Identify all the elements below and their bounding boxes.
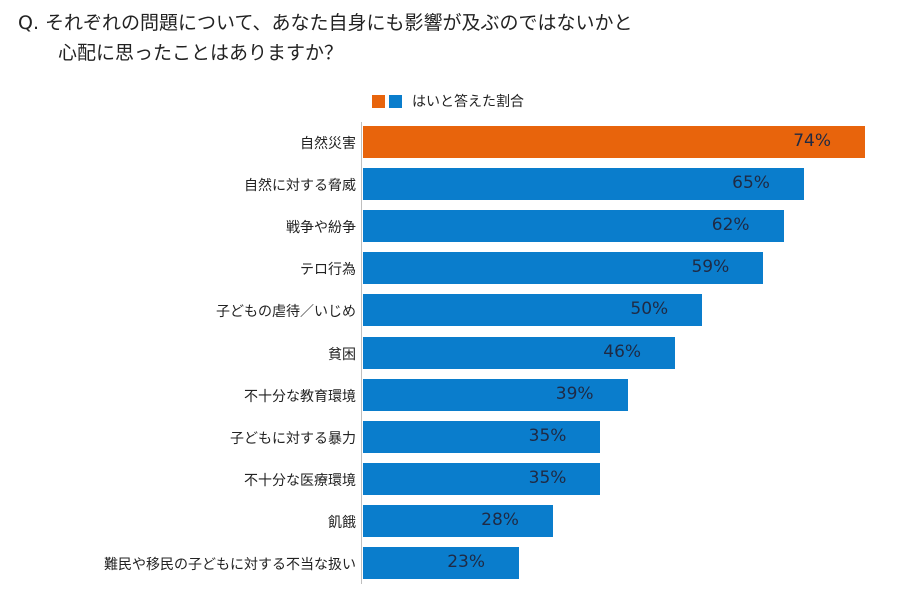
bar bbox=[363, 420, 601, 453]
title-line-2: 心配に思ったことはありますか？ bbox=[58, 42, 344, 64]
category-label: 難民や移民の子どもに対する不当な扱い bbox=[104, 557, 356, 573]
data-label: 62% bbox=[711, 215, 750, 236]
data-label: 50% bbox=[630, 299, 669, 320]
bar bbox=[363, 378, 628, 411]
legend: はいと答えた割合 bbox=[372, 91, 524, 111]
data-label: 35% bbox=[528, 425, 567, 446]
category-label: テロ行為 bbox=[300, 262, 356, 279]
data-label: 59% bbox=[691, 257, 730, 278]
category-axis-line bbox=[361, 122, 362, 584]
bar bbox=[363, 547, 520, 579]
data-label: 74% bbox=[793, 131, 831, 151]
data-label: 23% bbox=[447, 552, 486, 572]
category-label: 子どもの虐待／いじめ bbox=[216, 304, 356, 321]
bar bbox=[363, 252, 764, 285]
category-label: 不十分な医療環境 bbox=[244, 472, 356, 489]
category-label: 子どもに対する暴力 bbox=[230, 430, 356, 447]
category-label: 戦争や紛争 bbox=[286, 220, 356, 237]
legend-swatch-orange bbox=[372, 94, 385, 108]
data-label: 35% bbox=[528, 467, 567, 488]
bar bbox=[363, 168, 804, 201]
category-label: 自然に対する脅威 bbox=[244, 178, 356, 195]
data-label: 65% bbox=[732, 173, 770, 194]
data-label: 28% bbox=[481, 509, 519, 530]
category-label: 不十分な教育環境 bbox=[244, 388, 356, 405]
bar bbox=[363, 336, 676, 369]
bar bbox=[363, 462, 601, 495]
legend-label: はいと答えた割合 bbox=[412, 94, 524, 110]
bar bbox=[363, 504, 553, 537]
bar bbox=[363, 294, 703, 327]
category-label: 貧困 bbox=[328, 346, 356, 363]
bar bbox=[363, 210, 784, 243]
data-label: 46% bbox=[603, 341, 642, 362]
title-line-1: Q. それぞれの問題について、あなた自身にも影響が及ぶのではないかと bbox=[18, 12, 633, 34]
legend-swatch-blue bbox=[389, 94, 402, 108]
category-label: 自然災害 bbox=[300, 136, 356, 152]
chart-title: Q. それぞれの問題について、あなた自身にも影響が及ぶのではないかと 心配に思っ… bbox=[18, 8, 878, 68]
bar bbox=[363, 126, 865, 158]
data-label: 39% bbox=[555, 383, 594, 404]
category-label: 飢餓 bbox=[328, 514, 356, 531]
